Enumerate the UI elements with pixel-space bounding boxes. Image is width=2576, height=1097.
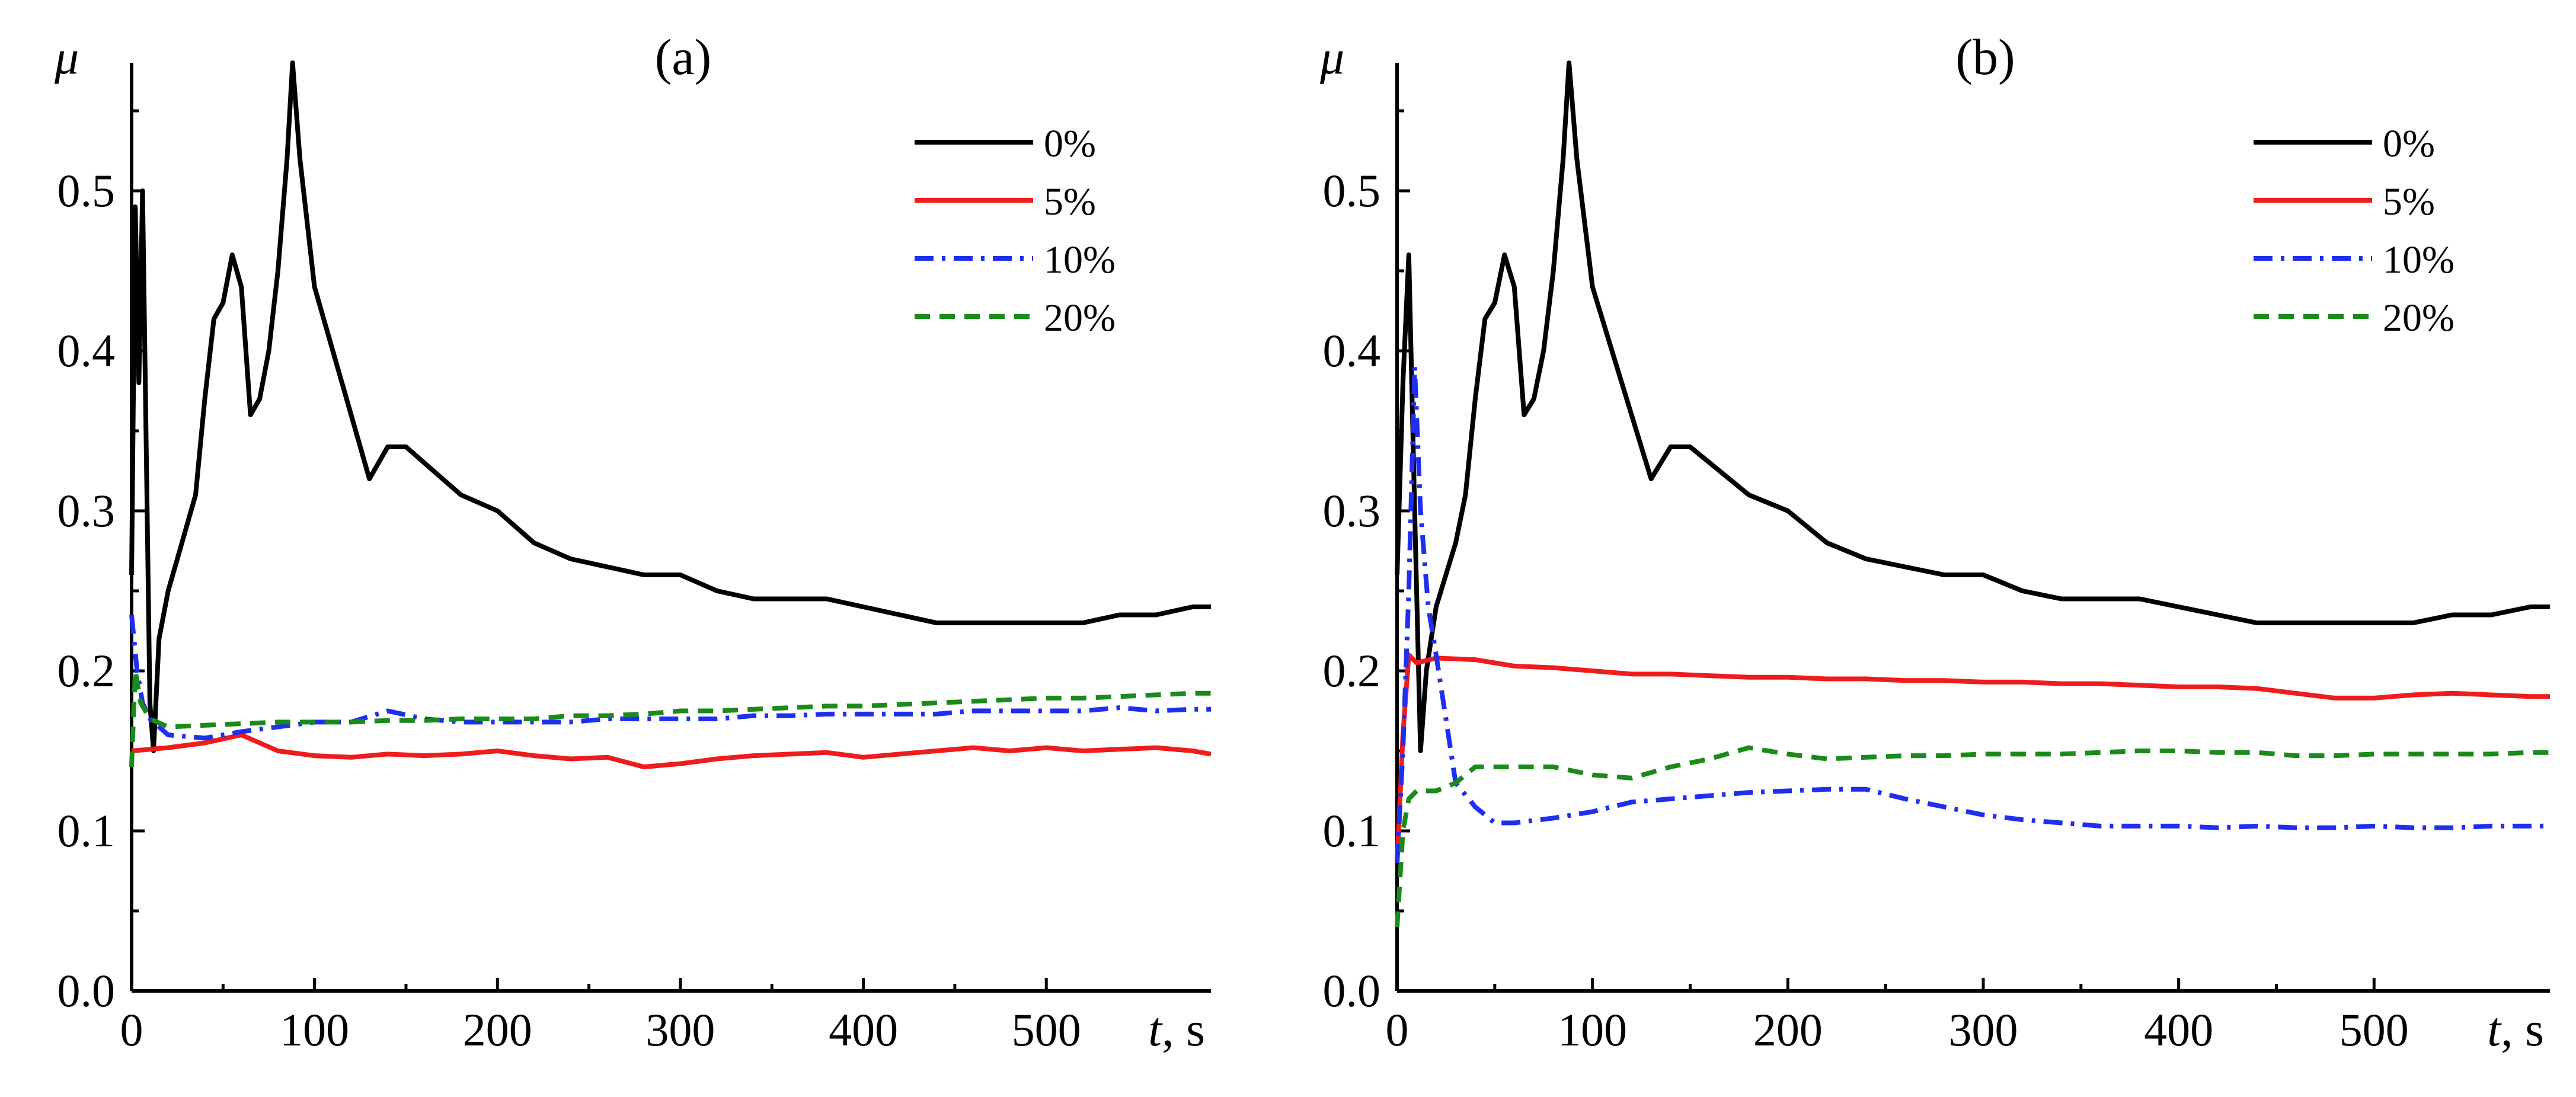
chart-panel-a: 0 100 200 300 400 500 0.0 0.1 0.2 0.3 0.4 0.5 μ t, s (… xyxy=(54,28,1212,1056)
x-axis-title: t, s xyxy=(2487,1002,2544,1056)
legend-label: 10% xyxy=(1044,238,1116,282)
series-line-0pct xyxy=(1395,60,2550,753)
series-line-10pct xyxy=(129,615,1211,741)
y-tick-label: 0.5 xyxy=(57,165,116,216)
x-axis-title-var: t xyxy=(1148,1002,1163,1056)
series-line-5pct xyxy=(1395,653,2550,863)
y-axis-title: μ xyxy=(1319,30,1344,84)
y-tick-label: 0.4 xyxy=(57,325,116,376)
x-tick-label: 500 xyxy=(2340,1004,2409,1056)
x-tick-label: 400 xyxy=(2144,1004,2213,1056)
y-tick-label: 0.5 xyxy=(1323,165,1381,216)
series-line-5pct xyxy=(131,733,1212,769)
series-line-20pct xyxy=(129,669,1211,767)
series-line-20pct xyxy=(1395,745,2550,928)
panel-label: (b) xyxy=(1955,28,2015,85)
legend-label: 10% xyxy=(2383,238,2454,282)
x-tick-label: 500 xyxy=(1012,1004,1081,1056)
x-tick-label: 300 xyxy=(1948,1004,2018,1056)
chart-panel-b: 0 100 200 300 400 500 0.0 0.1 0.2 0.3 0.4 0.5 μ t, s (… xyxy=(1319,28,2550,1056)
x-tick-label: 200 xyxy=(1753,1004,1823,1056)
legend-label: 20% xyxy=(2383,296,2454,340)
y-tick-label: 0.3 xyxy=(1323,485,1381,536)
y-tick-label: 0.0 xyxy=(1323,965,1381,1016)
legend-label: 5% xyxy=(2383,180,2435,223)
x-axis-title-unit: , s xyxy=(1162,1002,1205,1056)
y-axis-title: μ xyxy=(54,30,79,84)
x-tick-label: 100 xyxy=(280,1004,349,1056)
y-tick-label: 0.1 xyxy=(57,805,116,856)
x-axis-title: t, s xyxy=(1148,1002,1205,1056)
y-tick-label: 0.1 xyxy=(1323,805,1381,856)
y-tick-label: 0.4 xyxy=(1323,325,1381,376)
x-tick-label: 0 xyxy=(1386,1004,1409,1056)
series-line-0pct xyxy=(129,60,1211,753)
x-tick-label: 200 xyxy=(463,1004,532,1056)
x-tick-label: 300 xyxy=(645,1004,715,1056)
legend-label: 0% xyxy=(1044,122,1096,165)
y-tick-label: 0.2 xyxy=(57,645,116,696)
x-tick-label: 100 xyxy=(1558,1004,1627,1056)
legend-label: 0% xyxy=(2383,122,2435,165)
y-tick-label: 0.0 xyxy=(57,965,116,1016)
x-axis-title-unit: , s xyxy=(2501,1002,2544,1056)
panel-label: (a) xyxy=(655,28,711,85)
y-tick-label: 0.3 xyxy=(57,485,116,536)
x-tick-label: 0 xyxy=(120,1004,143,1056)
legend-label: 20% xyxy=(1044,296,1116,340)
y-tick-label: 0.2 xyxy=(1323,645,1381,696)
x-tick-label: 400 xyxy=(829,1004,898,1056)
legend-label: 5% xyxy=(1044,180,1096,223)
x-axis-title-var: t xyxy=(2487,1002,2502,1056)
series-line-10pct xyxy=(1395,364,2550,863)
